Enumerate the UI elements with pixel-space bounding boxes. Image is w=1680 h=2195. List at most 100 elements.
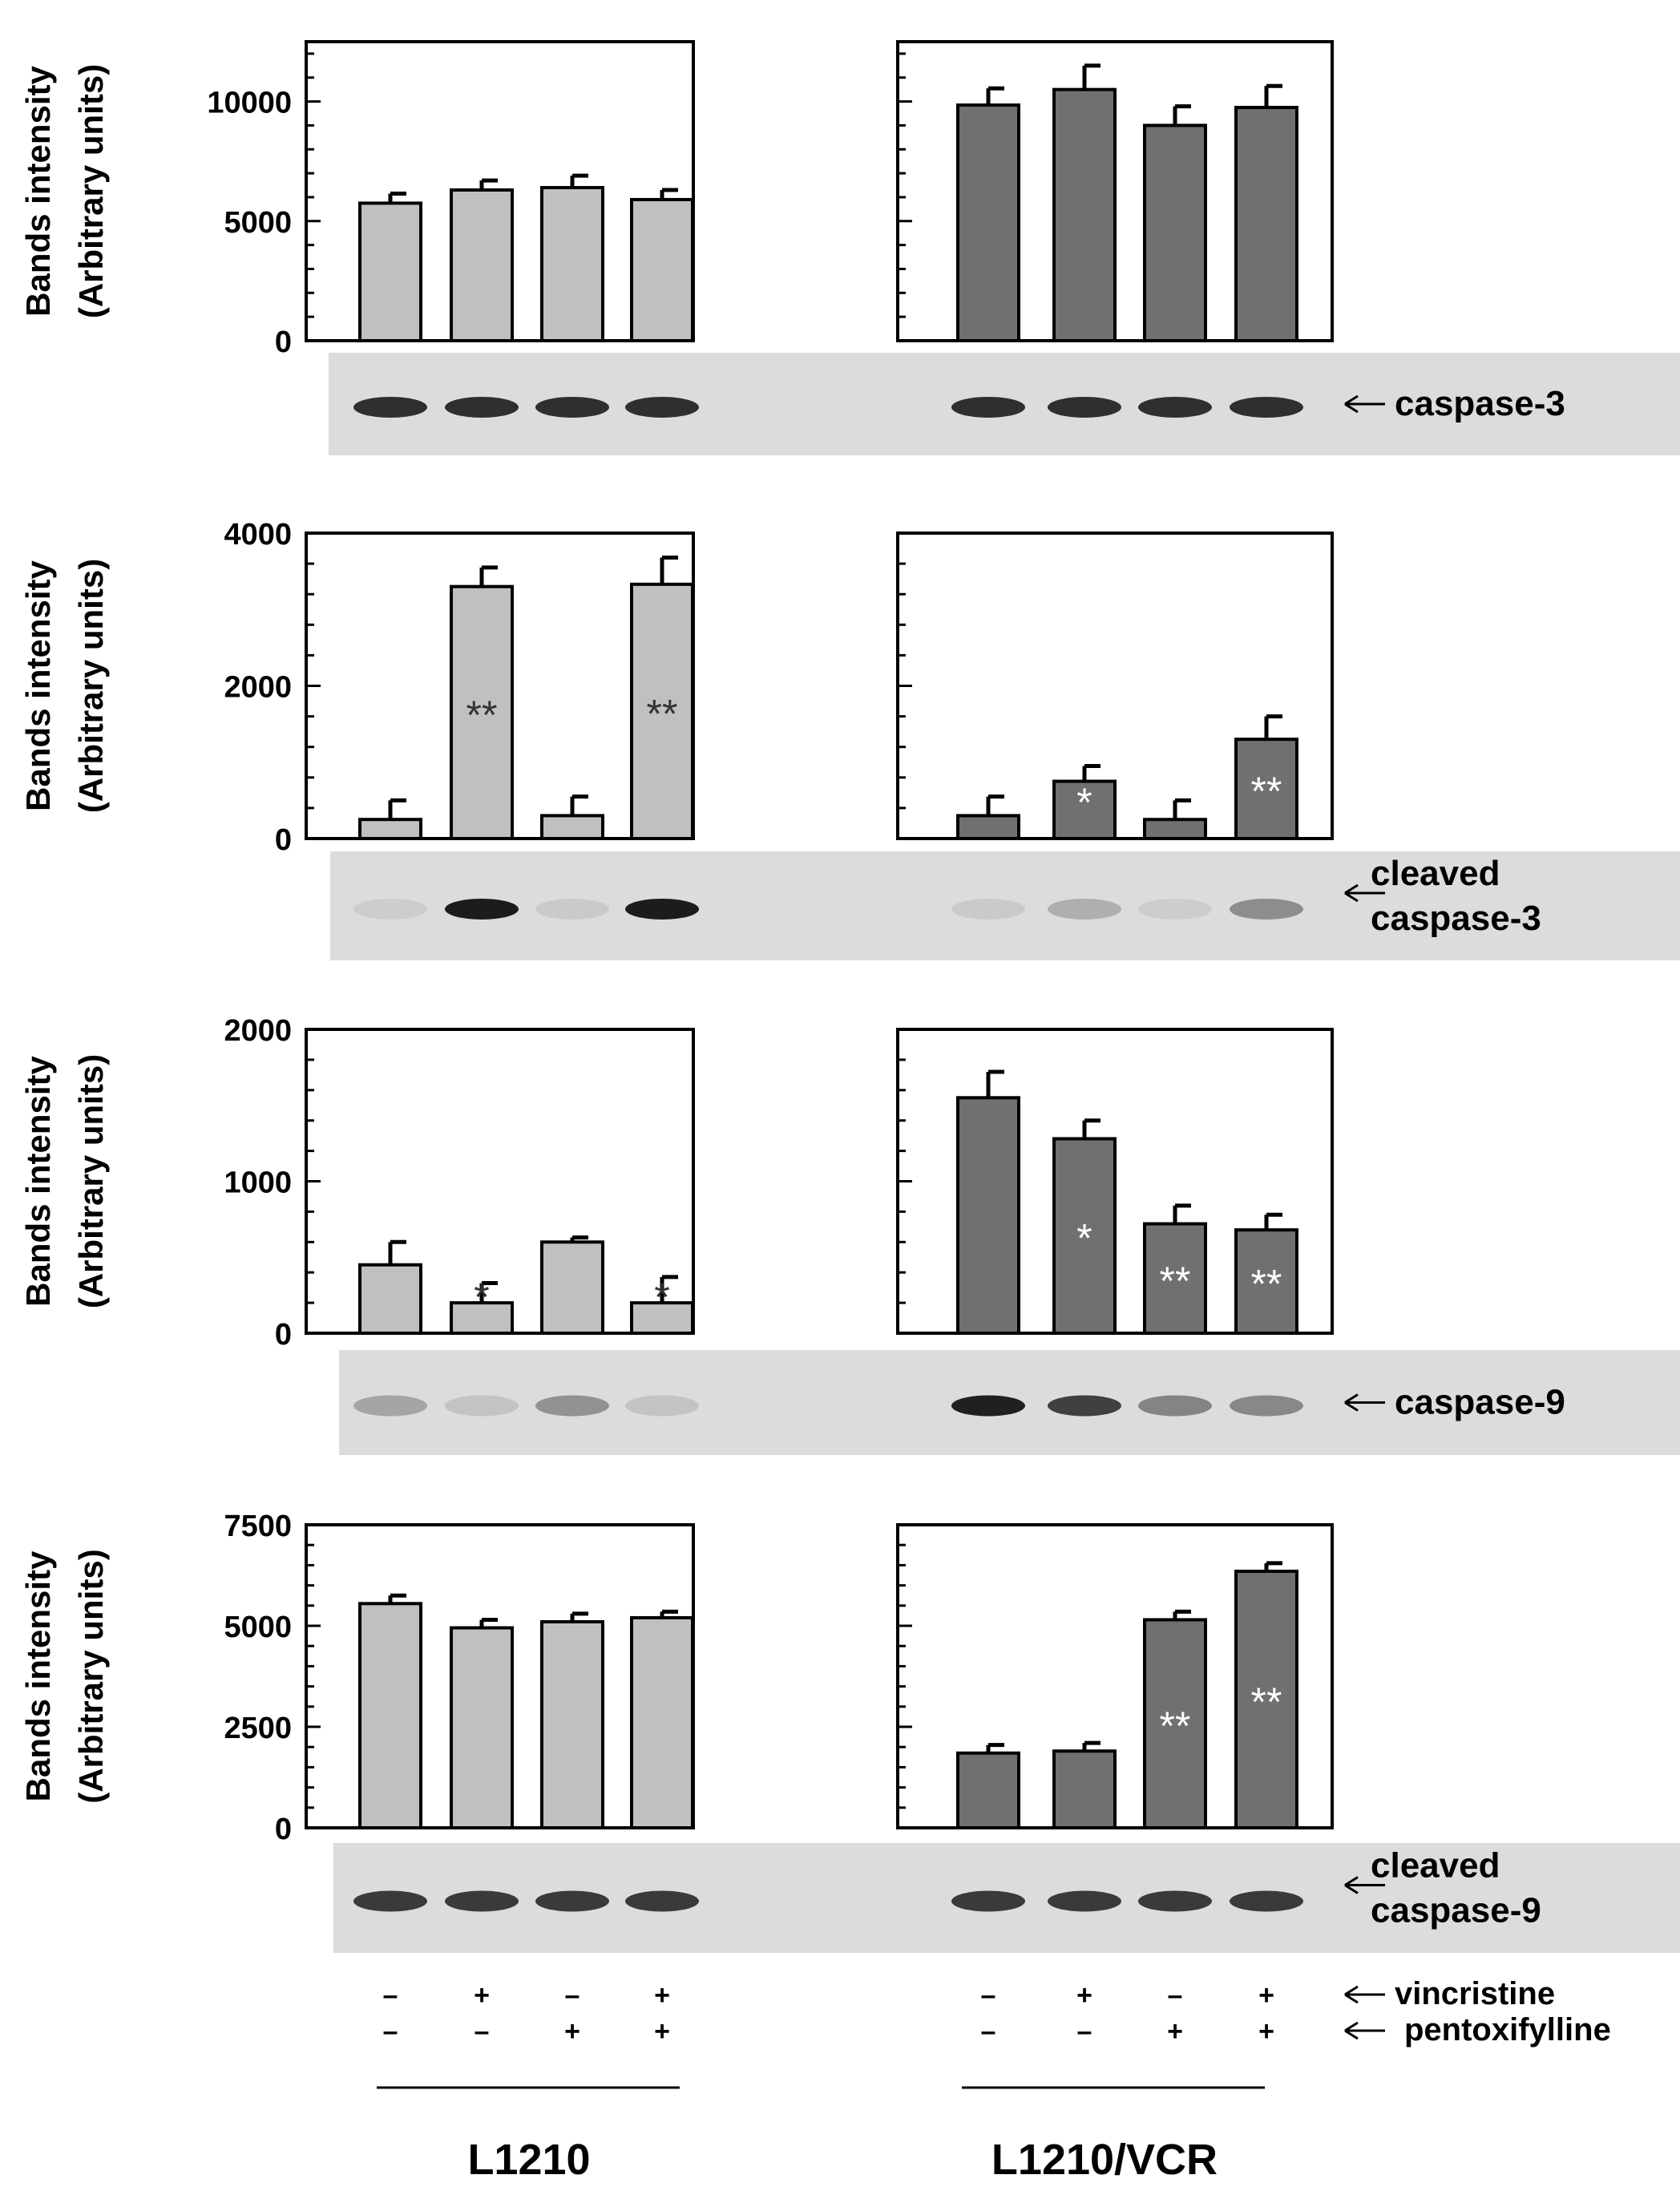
bar [450,584,514,840]
significance-label: ** [1251,1262,1282,1307]
significance-label: ** [1160,1259,1191,1304]
bar [450,1626,514,1830]
y-tick-label: 2000 [224,671,292,705]
blot-band [625,899,699,920]
bar [358,818,422,840]
arrow-head [1344,394,1359,414]
condition-mark: – [1077,2016,1092,2047]
bar [358,201,422,342]
condition-mark: – [981,2016,996,2047]
bar [956,1751,1020,1830]
y-tick-label: 0 [275,823,292,857]
blot-band [951,899,1025,920]
bar [450,188,514,342]
blot-band [1230,397,1303,418]
bar [358,1602,422,1830]
group-label: L1210 [467,2136,590,2184]
y-axis-label: (Arbitrary units) [72,559,110,813]
condition-label: vincristine [1395,1976,1555,2011]
bar [630,1615,694,1830]
y-tick-label: 1000 [224,1166,292,1200]
bar [1143,818,1207,840]
blot-strip [926,851,1680,960]
bar [540,186,604,342]
bar [1143,1618,1207,1829]
arrow-head [1344,1393,1359,1412]
blot-band [625,1395,699,1417]
blot-band [1048,1890,1121,1912]
blot-band [445,397,519,418]
group-label: L1210/VCR [991,2136,1218,2184]
condition-mark: + [564,2016,580,2047]
bar [1234,738,1298,840]
bar [540,814,604,840]
bar [630,197,694,342]
arrow-head [1344,883,1359,903]
blot-band [1138,1890,1212,1912]
blot-band [1138,1395,1212,1417]
bar [1052,87,1117,343]
bar [1234,1569,1298,1829]
blot-band [951,1890,1025,1912]
blot-band [445,1890,519,1912]
blot-band [1138,397,1212,418]
condition-mark: + [1258,2016,1274,2047]
blot-band [535,1395,609,1417]
y-tick-label: 5000 [224,206,292,240]
condition-mark: + [1167,2016,1183,2047]
blot-label: caspase-3 [1395,384,1565,423]
condition-mark: – [981,1980,996,2011]
blot-band [535,899,609,920]
y-axis-label: Bands intensity [19,560,57,811]
blot-band [1048,397,1121,418]
y-tick-label: 5000 [224,1611,292,1644]
significance-label: ** [647,691,678,736]
condition-mark: – [565,1980,580,2011]
blot-band [951,397,1025,418]
significance-label: ** [1251,1680,1282,1724]
y-axis-label: (Arbitrary units) [72,1549,110,1803]
y-axis-label: (Arbitrary units) [72,1054,110,1308]
blot-band [353,899,427,920]
blot-band [1230,1890,1303,1912]
bar [956,814,1020,840]
condition-label: pentoxifylline [1404,2012,1611,2047]
arrow-head [1344,1876,1359,1894]
bar [1052,1137,1117,1335]
condition-mark: – [383,1980,398,2011]
condition-mark: + [654,1980,670,2011]
bar [956,1096,1020,1336]
blot-band [1230,1395,1303,1417]
bar [630,582,694,840]
y-tick-label: 7500 [224,1510,292,1543]
significance-label: * [654,1275,669,1320]
condition-mark: + [1258,1980,1274,2011]
y-axis-label: Bands intensity [19,66,57,317]
bar [1143,1222,1207,1336]
y-tick-label: 2500 [224,1712,292,1745]
blot-band [535,397,609,418]
y-tick-label: 10000 [207,87,292,120]
blot-band [353,1395,427,1417]
y-tick-label: 2000 [224,1014,292,1048]
blot-strip [932,353,1680,455]
blot-band [951,1395,1025,1417]
blot-band [1230,899,1303,920]
bar [540,1619,604,1829]
blot-band [353,1890,427,1912]
y-tick-label: 0 [275,325,292,359]
bar [1052,1749,1117,1829]
bar [1234,1228,1298,1336]
condition-mark: + [654,2016,670,2047]
significance-label: * [1076,780,1092,825]
bar [1234,106,1298,342]
blot-band [353,397,427,418]
significance-label: ** [1160,1704,1191,1748]
blot-label: caspase-9 [1395,1383,1565,1422]
y-axis-label: Bands intensity [19,1550,57,1801]
bar [450,1301,514,1335]
condition-mark: – [383,2016,398,2047]
y-axis-label: (Arbitrary units) [72,64,110,318]
